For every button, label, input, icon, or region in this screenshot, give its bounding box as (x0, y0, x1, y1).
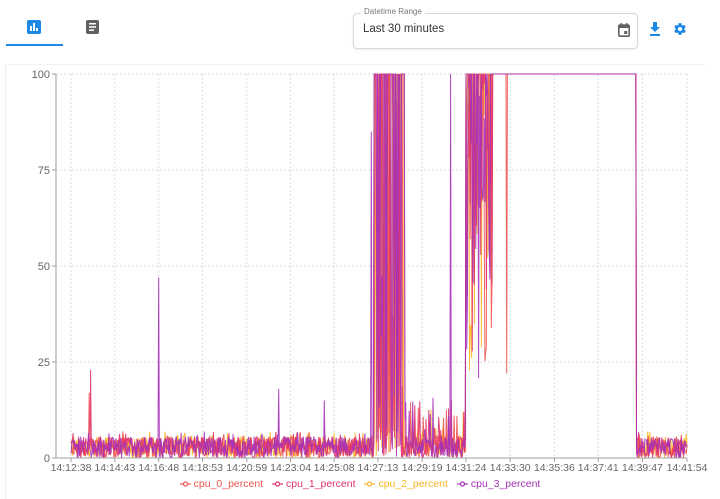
active-tab-indicator (6, 44, 63, 46)
chart-legend: cpu_0_percent cpu_1_percent cpu_2_percen… (0, 478, 720, 490)
legend-item-cpu-0[interactable]: cpu_0_percent (179, 478, 264, 490)
svg-text:14:25:08: 14:25:08 (314, 462, 355, 474)
legend-marker-icon (364, 481, 376, 487)
chart-card (5, 64, 706, 499)
chart-series (70, 73, 688, 460)
legend-marker-icon (456, 481, 468, 487)
legend-label: cpu_1_percent (286, 478, 356, 490)
legend-item-cpu-3[interactable]: cpu_3_percent (456, 478, 541, 490)
gear-icon[interactable] (673, 22, 687, 36)
datetime-range-picker[interactable]: Datetime Range Last 30 minutes (353, 6, 638, 49)
svg-text:14:27:13: 14:27:13 (358, 462, 399, 474)
svg-text:75: 75 (38, 165, 50, 177)
document-list-icon (85, 20, 99, 34)
view-tabs (6, 10, 126, 46)
datetime-range-label: Datetime Range (361, 6, 425, 18)
legend-marker-icon (272, 481, 284, 487)
svg-text:14:39:47: 14:39:47 (622, 462, 663, 474)
svg-text:100: 100 (32, 69, 50, 81)
legend-label: cpu_2_percent (378, 478, 448, 490)
legend-label: cpu_0_percent (193, 478, 264, 490)
svg-text:14:37:41: 14:37:41 (578, 462, 619, 474)
tab-chart[interactable] (6, 10, 62, 44)
legend-marker-icon (179, 481, 191, 487)
svg-text:14:14:43: 14:14:43 (94, 462, 135, 474)
download-icon[interactable] (649, 22, 661, 36)
legend-item-cpu-1[interactable]: cpu_1_percent (272, 478, 356, 490)
svg-text:14:41:54: 14:41:54 (667, 462, 708, 474)
svg-text:0: 0 (44, 453, 50, 465)
svg-text:14:16:48: 14:16:48 (138, 462, 179, 474)
svg-text:50: 50 (38, 261, 50, 273)
svg-text:14:33:30: 14:33:30 (490, 462, 531, 474)
bar-chart-icon (27, 20, 41, 34)
svg-text:14:12:38: 14:12:38 (51, 462, 92, 474)
svg-text:14:35:36: 14:35:36 (534, 462, 575, 474)
legend-item-cpu-2[interactable]: cpu_2_percent (364, 478, 448, 490)
datetime-range-value: Last 30 minutes (363, 23, 445, 35)
legend-label: cpu_3_percent (470, 478, 541, 490)
svg-text:14:18:53: 14:18:53 (182, 462, 223, 474)
calendar-icon[interactable] (618, 23, 630, 37)
tab-table[interactable] (64, 10, 120, 44)
chart-axes: 0 25 50 75 100 14:12:38 14:14:43 14:16:48 14:18:… (32, 69, 708, 474)
svg-text:14:31:24: 14:31:24 (446, 462, 487, 474)
svg-text:25: 25 (38, 357, 50, 369)
svg-text:14:23:04: 14:23:04 (270, 462, 311, 474)
svg-text:14:20:59: 14:20:59 (226, 462, 267, 474)
svg-text:14:29:19: 14:29:19 (402, 462, 443, 474)
